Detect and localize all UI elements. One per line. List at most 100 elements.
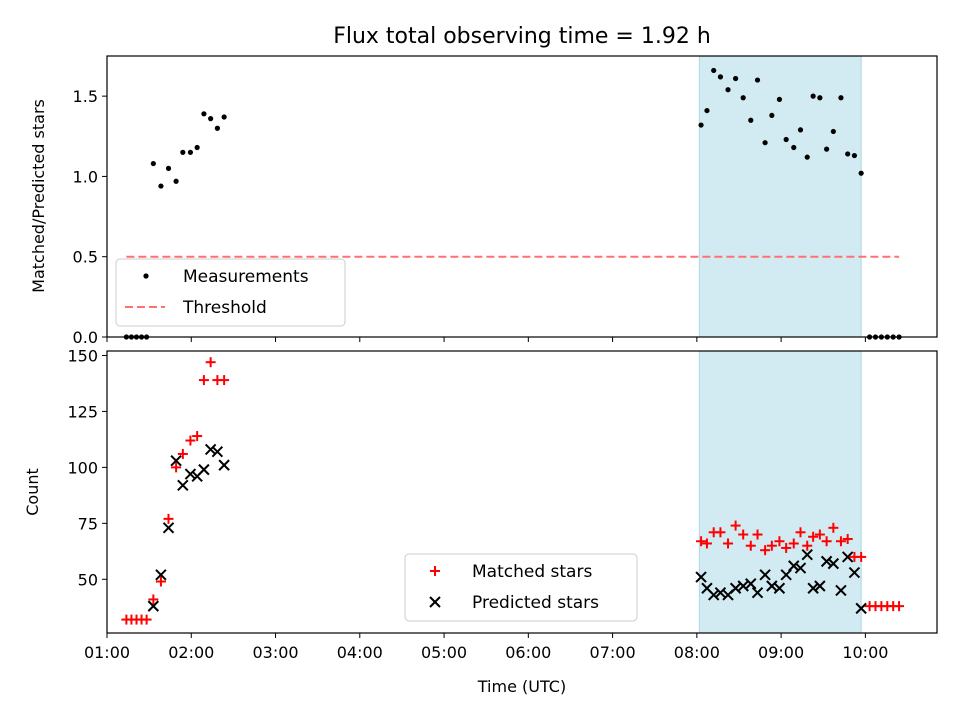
top-legend-swatch [143,273,149,279]
bottom-series1-point-b [841,551,854,563]
bottom-series1-point [218,459,230,471]
bottom-series1-point-b [707,589,720,601]
bottom-series1-point-b [855,602,867,615]
top-series0-point [711,67,717,74]
top-panel: 0.0 0.5 1.0 1.5 Matched/Predicted stars Mea… [29,55,938,347]
bottom-marks-clip [121,357,905,625]
bottom-series1-point-b [211,446,224,458]
top-series0-point [769,112,775,119]
top-series0-point [725,87,731,93]
bottom-series1-point [695,571,707,583]
bottom-series0-point [745,540,756,551]
x-tick-label: 01:00 [84,643,130,662]
bottom-series0-point [835,536,846,547]
bottom-series0-point [814,529,825,540]
bottom-series1-point [162,522,175,534]
bottom-series0-point [185,435,196,446]
bottom-y-tick-label: 125 [67,402,98,421]
bottom-plot-marks [121,357,905,625]
top-series0-point [717,74,724,80]
x-tick-label: 07:00 [590,643,636,662]
bottom-series1-point [707,589,720,601]
bottom-series0-point [766,540,777,551]
bottom-series1-point [198,463,210,476]
bottom-series0-point [795,527,806,538]
top-series0-point [783,136,789,143]
bottom-series1-point [788,560,800,572]
bottom-series1-point [814,580,826,592]
top-y-axis-label: Matched/Predicted stars [29,99,48,293]
bottom-series1-point [807,582,819,594]
x-tick-label: 04:00 [337,643,383,662]
bottom-series1-point [848,566,861,579]
bottom-series0-point [760,545,771,556]
bottom-legend: Matched stars Predicted stars [404,553,638,622]
bottom-series1-point [801,548,813,561]
x-tick-label: 09:00 [758,643,804,662]
top-series0-point [791,144,797,151]
bottom-series0-point [842,534,853,544]
bottom-series1-point-b [695,571,707,583]
bottom-series1-point [170,454,182,467]
bottom-y-axis-label: Count [23,468,42,516]
top-y-tick-label: 1.5 [73,87,98,106]
bottom-series0-point [781,542,792,553]
top-y-tick-label: 0.0 [73,328,98,347]
bottom-series1-point-b [807,582,819,594]
bottom-legend-label: Matched stars [472,562,592,582]
top-series0-point [817,95,823,101]
bottom-legend-swatch [430,566,440,576]
top-series0-point [208,116,214,122]
bottom-y-tick-label: 150 [67,346,98,365]
bottom-axis: 50 75 100 125 150 01:00 02:00 03:00 04:00 05:00 06… [67,346,888,662]
top-series0-point [698,122,704,128]
bottom-series1-point-b [801,548,813,561]
x-tick-label: 03:00 [252,643,298,662]
top-series0-point [776,96,783,102]
bottom-series1-point-b [794,562,807,574]
bottom-series0-point [723,538,734,549]
x-tick-label: 02:00 [168,643,214,662]
bottom-series1-point-b [751,587,764,599]
bottom-series1-point-b [759,569,771,581]
top-series0-point [754,77,761,83]
bottom-series1-point-b [788,560,800,572]
top-plot-frame [106,55,938,338]
top-legend-box [115,258,346,327]
top-observing-window [698,55,862,338]
bottom-series1-point-b [162,522,175,534]
top-series0-point [201,111,207,117]
bottom-series1-point [184,468,197,480]
bottom-series0-point [802,540,813,551]
bottom-series0-point [155,576,166,587]
bottom-series0-point [730,520,741,531]
bottom-series0-point [738,529,749,540]
bottom-series1-point-b [835,584,847,597]
x-tick-label: 06:00 [505,643,551,662]
bottom-series1-point [745,578,757,590]
bottom-series1-point-b [701,582,713,594]
bottom-series0-point [192,431,203,442]
top-series0-point [762,140,768,146]
top-legend: Measurements Threshold [115,258,346,327]
bottom-series0-point [701,538,712,549]
bottom-legend-swatch [429,596,441,608]
bottom-series1-point-b [184,468,197,480]
bottom-series0-point [808,531,819,542]
bottom-series1-point-b [170,454,182,467]
top-series0-point [214,125,220,131]
top-series0-point [158,183,164,189]
bottom-series1-point-b [737,580,749,592]
top-series0-point [165,165,172,171]
bottom-series0-point [715,527,726,538]
bottom-series0-point [163,513,174,524]
bottom-series1-point-b [814,580,826,592]
top-axis: 0.0 0.5 1.0 1.5 [73,87,866,347]
bottom-series0-point [856,551,867,562]
bottom-panel: 50 75 100 125 150 01:00 02:00 03:00 04:00 05:00 06… [23,346,938,696]
top-series0-point [830,128,836,135]
bottom-series0-point [788,538,799,549]
bottom-series0-point [821,536,832,547]
bottom-series0-point [696,536,707,547]
